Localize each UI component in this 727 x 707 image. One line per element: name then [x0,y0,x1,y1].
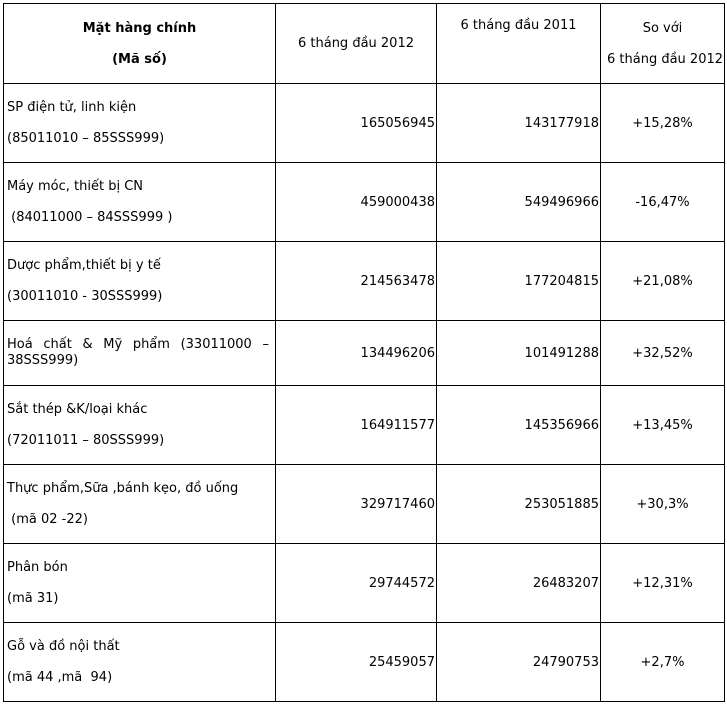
item-name: Sắt thép &K/loại khác [7,402,148,417]
item-name: Dược phẩm,thiết bị y tế [7,258,161,273]
header-comparison-line2: 6 tháng đầu 2012 [607,51,724,67]
item-name-cell: SP điện tử, linh kiện (85011010 – 85SSS9… [3,83,276,163]
change-percent: +30,3% [600,464,725,544]
item-name: Phân bón [7,560,68,575]
table-row: Thực phẩm,Sữa ,bánh kẹo, đồ uống (mã 02 … [3,464,725,544]
value-2011: 101491288 [436,320,601,386]
item-code: (84011000 – 84SSS999 ) [7,210,173,225]
value-2011: 253051885 [436,464,601,544]
value-2012: 214563478 [275,241,437,321]
item-code: 38SSS999) [7,353,79,368]
item-code: (mã 44 ,mã 94) [7,670,113,685]
item-code: (mã 31) [7,591,59,606]
change-percent: +12,31% [600,543,725,623]
item-name-cell: Sắt thép &K/loại khác (72011011 – 80SSS9… [3,385,276,465]
table-row: Hoá chất & Mỹ phẩm (33011000 – 38SSS999)… [3,320,725,386]
item-code: (mã 02 -22) [7,512,88,527]
item-code: (30011010 - 30SSS999) [7,289,163,304]
item-name: Gỗ và đồ nội thất [7,639,120,654]
value-2011: 143177918 [436,83,601,163]
item-name: Thực phẩm,Sữa ,bánh kẹo, đồ uống [7,481,239,496]
value-2012: 329717460 [275,464,437,544]
value-2012: 164911577 [275,385,437,465]
item-name-cell: Hoá chất & Mỹ phẩm (33011000 – 38SSS999) [3,320,276,386]
value-2011: 24790753 [436,622,601,702]
value-2012: 134496206 [275,320,437,386]
change-percent: +32,52% [600,320,725,386]
header-comparison: So với 6 tháng đầu 2012 [600,3,725,84]
change-percent: +15,28% [600,83,725,163]
header-h1-2012: 6 tháng đầu 2012 [275,3,437,84]
change-percent: +2,7% [600,622,725,702]
change-percent: +13,45% [600,385,725,465]
item-name-cell: Gỗ và đồ nội thất (mã 44 ,mã 94) [3,622,276,702]
value-2011: 26483207 [436,543,601,623]
item-name-cell: Phân bón (mã 31) [3,543,276,623]
table-row: Sắt thép &K/loại khác (72011011 – 80SSS9… [3,385,725,465]
item-name: Máy móc, thiết bị CN [7,179,144,194]
item-code: (85011010 – 85SSS999) [7,131,165,146]
value-2012: 165056945 [275,83,437,163]
header-h1-2011: 6 tháng đầu 2011 [436,3,601,84]
value-2011: 549496966 [436,162,601,242]
value-2012: 25459057 [275,622,437,702]
import-comparison-table: Mặt hàng chính (Mã số) 6 tháng đầu 2012 … [3,3,725,702]
item-name-cell: Máy móc, thiết bị CN (84011000 – 84SSS99… [3,162,276,242]
value-2011: 145356966 [436,385,601,465]
value-2011: 177204815 [436,241,601,321]
table-row: Phân bón (mã 31) 29744572 26483207 +12,3… [3,543,725,623]
item-name: Hoá chất & Mỹ phẩm (33011000 – [7,337,269,352]
table-row: Máy móc, thiết bị CN (84011000 – 84SSS99… [3,162,725,242]
value-2012: 459000438 [275,162,437,242]
table-row: SP điện tử, linh kiện (85011010 – 85SSS9… [3,83,725,163]
item-name-cell: Thực phẩm,Sữa ,bánh kẹo, đồ uống (mã 02 … [3,464,276,544]
header-main-item-title: Mặt hàng chính [82,20,197,36]
header-main-item-code: (Mã số) [112,51,167,67]
item-name-cell: Dược phẩm,thiết bị y tế (30011010 - 30SS… [3,241,276,321]
header-main-item: Mặt hàng chính (Mã số) [3,3,276,84]
change-percent: +21,08% [600,241,725,321]
item-name: SP điện tử, linh kiện [7,100,137,115]
header-comparison-line1: So với [642,20,683,36]
value-2012: 29744572 [275,543,437,623]
change-percent: -16,47% [600,162,725,242]
table-row: Dược phẩm,thiết bị y tế (30011010 - 30SS… [3,241,725,321]
table-row: Gỗ và đồ nội thất (mã 44 ,mã 94) 2545905… [3,622,725,702]
item-code: (72011011 – 80SSS999) [7,433,165,448]
table-header-row: Mặt hàng chính (Mã số) 6 tháng đầu 2012 … [3,3,725,84]
